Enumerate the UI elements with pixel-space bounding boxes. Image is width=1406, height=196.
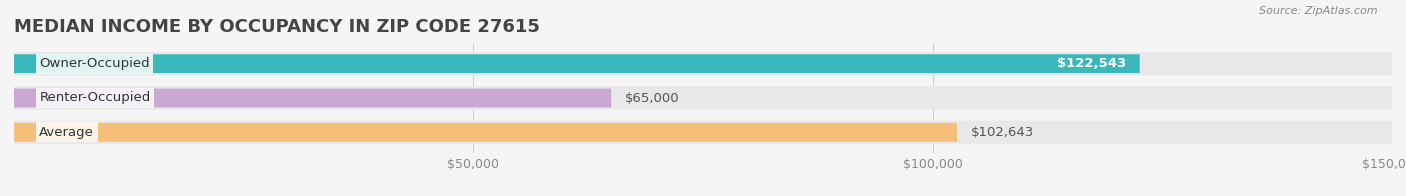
Text: MEDIAN INCOME BY OCCUPANCY IN ZIP CODE 27615: MEDIAN INCOME BY OCCUPANCY IN ZIP CODE 2… xyxy=(14,18,540,36)
Text: $122,543: $122,543 xyxy=(1057,57,1126,70)
Text: Source: ZipAtlas.com: Source: ZipAtlas.com xyxy=(1260,6,1378,16)
Text: Renter-Occupied: Renter-Occupied xyxy=(39,92,150,104)
FancyBboxPatch shape xyxy=(14,89,612,107)
Text: $65,000: $65,000 xyxy=(624,92,679,104)
Text: Owner-Occupied: Owner-Occupied xyxy=(39,57,150,70)
FancyBboxPatch shape xyxy=(14,123,957,142)
FancyBboxPatch shape xyxy=(14,121,1392,144)
Text: $102,643: $102,643 xyxy=(970,126,1033,139)
Text: Average: Average xyxy=(39,126,94,139)
FancyBboxPatch shape xyxy=(14,54,1140,73)
FancyBboxPatch shape xyxy=(14,52,1392,75)
FancyBboxPatch shape xyxy=(14,86,1392,110)
